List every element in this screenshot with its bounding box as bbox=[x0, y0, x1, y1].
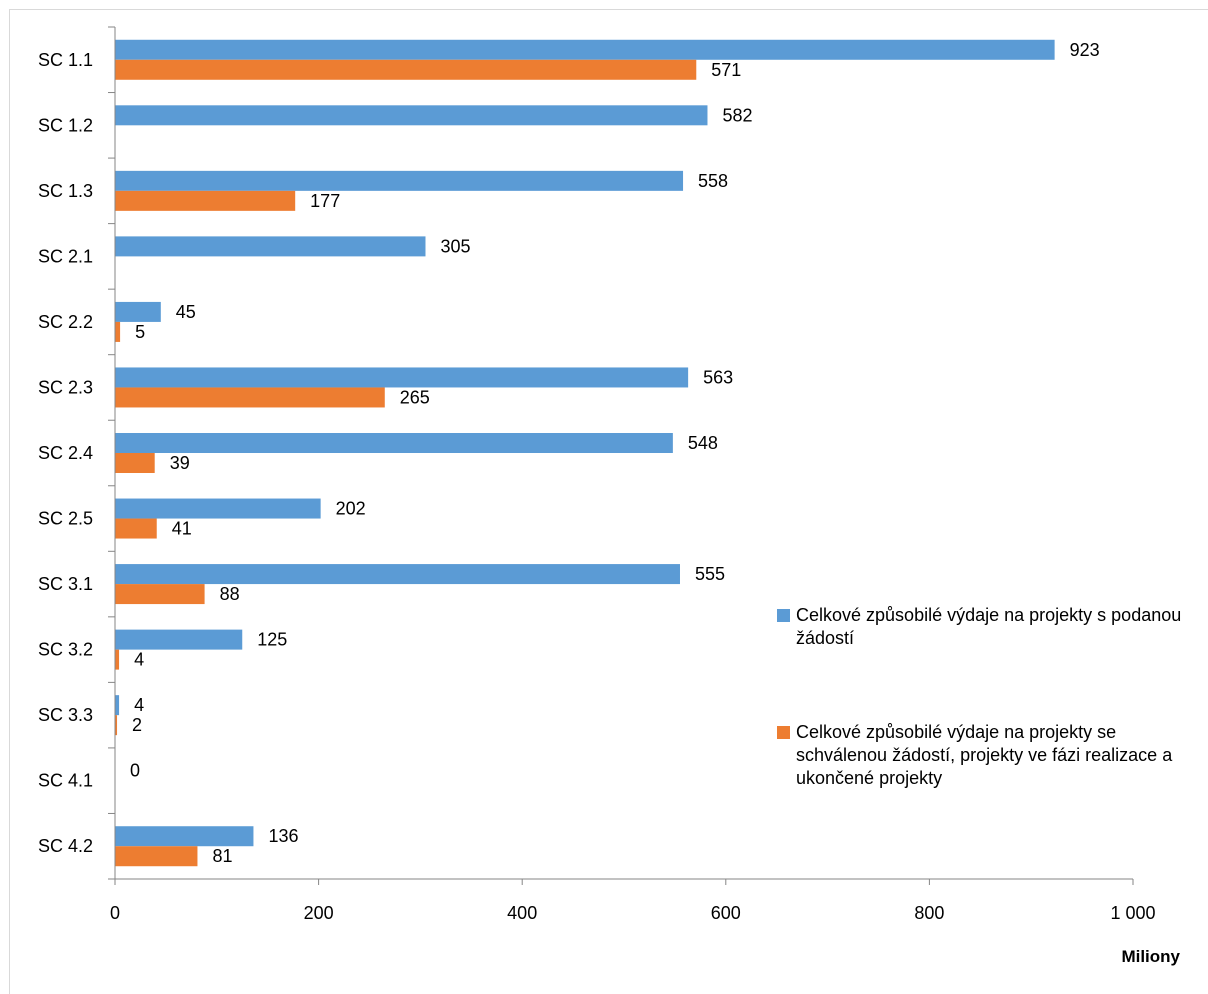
data-label-submitted: 45 bbox=[176, 302, 196, 322]
data-label-submitted: 923 bbox=[1070, 40, 1100, 60]
category-label: SC 4.1 bbox=[38, 771, 93, 791]
data-label-approved: 571 bbox=[711, 60, 741, 80]
bar-submitted bbox=[115, 630, 242, 650]
bar-approved bbox=[115, 846, 197, 866]
bar-approved bbox=[115, 387, 385, 407]
legend-label-submitted: Celkové způsobilé výdaje na projekty s p… bbox=[796, 604, 1186, 650]
category-label: SC 3.2 bbox=[38, 640, 93, 660]
legend-item-approved: Celkové způsobilé výdaje na projekty se … bbox=[777, 721, 1186, 790]
data-label-approved: 5 bbox=[135, 322, 145, 342]
category-label: SC 1.2 bbox=[38, 115, 93, 135]
data-label-submitted: 582 bbox=[722, 105, 752, 125]
legend-swatch-submitted bbox=[777, 609, 790, 622]
category-label: SC 2.1 bbox=[38, 246, 93, 266]
bar-submitted bbox=[115, 40, 1055, 60]
data-label-approved: 265 bbox=[400, 387, 430, 407]
bar-submitted bbox=[115, 236, 425, 256]
category-label: SC 1.1 bbox=[38, 50, 93, 70]
data-label-submitted: 558 bbox=[698, 171, 728, 191]
bar-submitted bbox=[115, 564, 680, 584]
bar-approved bbox=[115, 584, 205, 604]
bar-approved bbox=[115, 60, 696, 80]
data-label-approved: 41 bbox=[172, 519, 192, 539]
data-label-approved: 4 bbox=[134, 650, 144, 670]
bar-approved bbox=[115, 322, 120, 342]
x-tick-label: 800 bbox=[914, 903, 944, 923]
legend-item-submitted: Celkové způsobilé výdaje na projekty s p… bbox=[777, 604, 1186, 650]
bar-approved bbox=[115, 453, 155, 473]
data-label-approved: 81 bbox=[212, 846, 232, 866]
category-label: SC 2.3 bbox=[38, 377, 93, 397]
legend-swatch-approved bbox=[777, 726, 790, 739]
x-tick-label: 200 bbox=[304, 903, 334, 923]
category-label: SC 3.3 bbox=[38, 705, 93, 725]
data-label-submitted: 555 bbox=[695, 564, 725, 584]
bar-submitted bbox=[115, 826, 253, 846]
data-label-submitted: 305 bbox=[440, 236, 470, 256]
data-label-submitted: 136 bbox=[268, 826, 298, 846]
legend-label-approved: Celkové způsobilé výdaje na projekty se … bbox=[796, 721, 1186, 790]
category-label: SC 3.1 bbox=[38, 574, 93, 594]
x-tick-label: 0 bbox=[110, 903, 120, 923]
bar-submitted bbox=[115, 433, 673, 453]
bar-submitted bbox=[115, 695, 119, 715]
bar-approved bbox=[115, 650, 119, 670]
bar-approved bbox=[115, 519, 157, 539]
bar-approved bbox=[115, 191, 295, 211]
data-label-submitted: 548 bbox=[688, 433, 718, 453]
data-label-submitted: 125 bbox=[257, 630, 287, 650]
data-label-approved: 177 bbox=[310, 191, 340, 211]
x-tick-label: 600 bbox=[711, 903, 741, 923]
data-label-approved: 39 bbox=[170, 453, 190, 473]
bar-submitted bbox=[115, 105, 707, 125]
data-label-approved: 88 bbox=[220, 584, 240, 604]
category-label: SC 1.3 bbox=[38, 181, 93, 201]
category-label: SC 2.4 bbox=[38, 443, 93, 463]
x-tick-label: 400 bbox=[507, 903, 537, 923]
category-label: SC 2.2 bbox=[38, 312, 93, 332]
x-axis-title: Miliony bbox=[1121, 947, 1180, 966]
category-label: SC 2.5 bbox=[38, 509, 93, 529]
bar-submitted bbox=[115, 171, 683, 191]
bar-submitted bbox=[115, 367, 688, 387]
bar-submitted bbox=[115, 499, 321, 519]
data-label-submitted: 202 bbox=[336, 499, 366, 519]
data-label-submitted: 0 bbox=[130, 761, 140, 781]
category-label: SC 4.2 bbox=[38, 836, 93, 856]
data-label-submitted: 4 bbox=[134, 695, 144, 715]
x-tick-label: 1 000 bbox=[1110, 903, 1155, 923]
bar-submitted bbox=[115, 302, 161, 322]
data-label-approved: 2 bbox=[132, 715, 142, 735]
data-label-submitted: 563 bbox=[703, 367, 733, 387]
